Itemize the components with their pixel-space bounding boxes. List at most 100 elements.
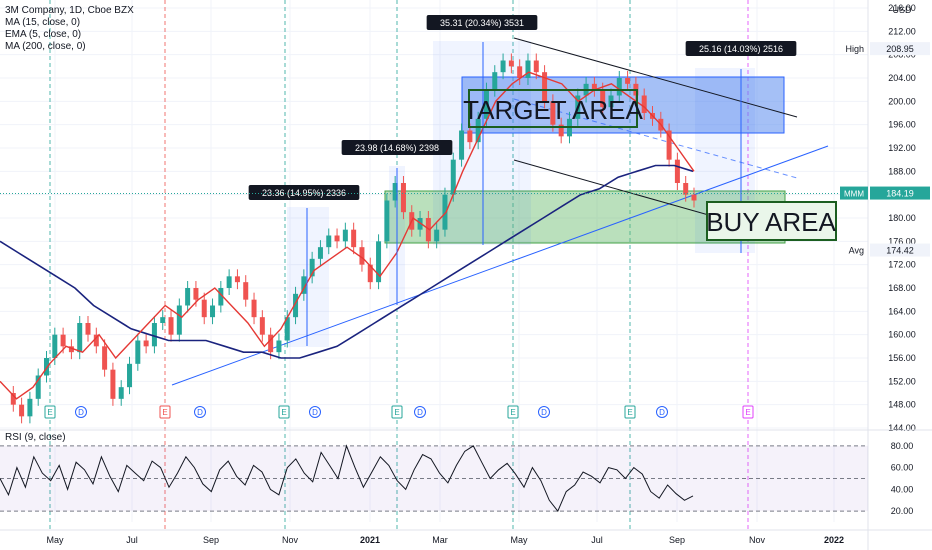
earnings-marker: E <box>624 405 636 419</box>
candle-body <box>351 229 357 248</box>
candle-body <box>293 293 299 318</box>
price-tick-label: 200.00 <box>888 96 916 106</box>
candle-body <box>110 369 116 399</box>
buy-label-box <box>706 201 837 241</box>
candle-body <box>27 398 33 417</box>
marker-shape <box>656 406 668 418</box>
marker-label: D <box>197 408 203 417</box>
candle-body <box>691 194 697 201</box>
candle-body <box>284 317 290 341</box>
measure-label: 23.36 (14.95%) 2336 <box>262 188 346 198</box>
candle-body <box>193 288 199 300</box>
rsi-line <box>0 444 694 513</box>
time-tick-label: Sep <box>203 535 219 545</box>
time-tick-label: May <box>510 535 528 545</box>
legend-symbol: 3M Company, 1D, Cboe BZX <box>5 5 134 16</box>
candle-body <box>683 183 689 195</box>
candle-body <box>475 118 481 143</box>
marker-shape <box>507 405 519 419</box>
time-tick-label: Nov <box>282 535 299 545</box>
target-label-box <box>468 89 638 128</box>
time-tick-label: May <box>46 535 64 545</box>
price-tick-label: 216.00 <box>888 3 916 13</box>
candle-body <box>384 200 390 242</box>
dividend-marker: D <box>309 406 321 418</box>
time-tick-label: 2022 <box>824 535 844 545</box>
last-price-value: 184.19 <box>886 189 914 199</box>
marker-label: E <box>162 408 167 417</box>
candle-body <box>168 317 174 335</box>
candle-body <box>276 340 282 353</box>
candle-body <box>417 218 423 230</box>
candle-body <box>492 72 498 90</box>
marker-label: D <box>312 408 318 417</box>
buy-area-label: BUY AREA <box>706 207 836 237</box>
price-tick-label: 212.00 <box>888 26 916 36</box>
marker-shape <box>44 405 56 419</box>
earnings-marker: E <box>44 405 56 419</box>
candle-body <box>392 183 398 201</box>
candle-body <box>483 89 489 119</box>
candle-body <box>550 101 556 125</box>
measure-label: 35.31 (20.34%) 3531 <box>440 18 524 28</box>
legend-ma15: MA (15, close, 0) <box>5 17 81 28</box>
candle-body <box>533 60 539 73</box>
avg-value-box <box>870 243 930 257</box>
candle-body <box>600 89 606 108</box>
rsi-tick-label: 40.00 <box>891 484 914 494</box>
candle-body <box>442 194 448 230</box>
rsi-tick-label: 60.00 <box>891 463 914 473</box>
candle-body <box>342 229 348 242</box>
candle-body <box>68 346 74 353</box>
earnings-marker: E <box>391 405 403 419</box>
marker-label: E <box>510 408 515 417</box>
candle-body <box>77 323 83 353</box>
marker-shape <box>159 405 171 419</box>
candle-body <box>467 130 473 143</box>
candle-body <box>44 358 50 376</box>
candle-body <box>376 241 382 283</box>
candle-body <box>359 247 365 265</box>
target-zone <box>461 76 785 134</box>
marker-label: E <box>627 408 632 417</box>
candle-body <box>608 95 614 108</box>
marker-shape <box>309 406 321 418</box>
rsi-tick-label: 80.00 <box>891 441 914 451</box>
candle-body <box>185 288 191 306</box>
candle-body <box>616 78 622 96</box>
candle-body <box>301 276 307 294</box>
candle-body <box>10 393 16 405</box>
marker-shape <box>391 405 403 419</box>
price-tick-label: 180.00 <box>888 213 916 223</box>
price-tick-label: 160.00 <box>888 330 916 340</box>
candle-body <box>674 159 680 183</box>
candle-body <box>251 299 257 318</box>
measure-label: 25.16 (14.03%) 2516 <box>699 44 783 54</box>
symbol-tag <box>840 186 868 200</box>
marker-label: E <box>394 408 399 417</box>
earnings-marker: E <box>159 405 171 419</box>
candle-body <box>317 247 323 259</box>
rsi-tick-label: 20.00 <box>891 506 914 516</box>
marker-label: D <box>417 408 423 417</box>
time-tick-label: 2021 <box>360 535 380 545</box>
upper-channel-line <box>513 37 798 118</box>
marker-shape <box>75 406 87 418</box>
candle-body <box>259 317 265 335</box>
time-tick-label: Jul <box>591 535 603 545</box>
price-tick-label: 196.00 <box>888 120 916 130</box>
candle-body <box>60 334 66 347</box>
candle-body <box>367 264 373 283</box>
rsi-legend: RSI (9, close) <box>5 432 66 443</box>
earnings-marker: E <box>507 405 519 419</box>
measure-label-box <box>341 140 453 155</box>
price-tick-label: 168.00 <box>888 283 916 293</box>
candle-body <box>334 235 340 242</box>
high-label: High <box>845 44 864 54</box>
legend-ma200: MA (200, close, 0) <box>5 41 86 52</box>
candle-body <box>243 282 249 300</box>
dividend-marker: D <box>414 406 426 418</box>
time-tick-label: Jul <box>126 535 138 545</box>
last-price-box <box>870 186 930 200</box>
